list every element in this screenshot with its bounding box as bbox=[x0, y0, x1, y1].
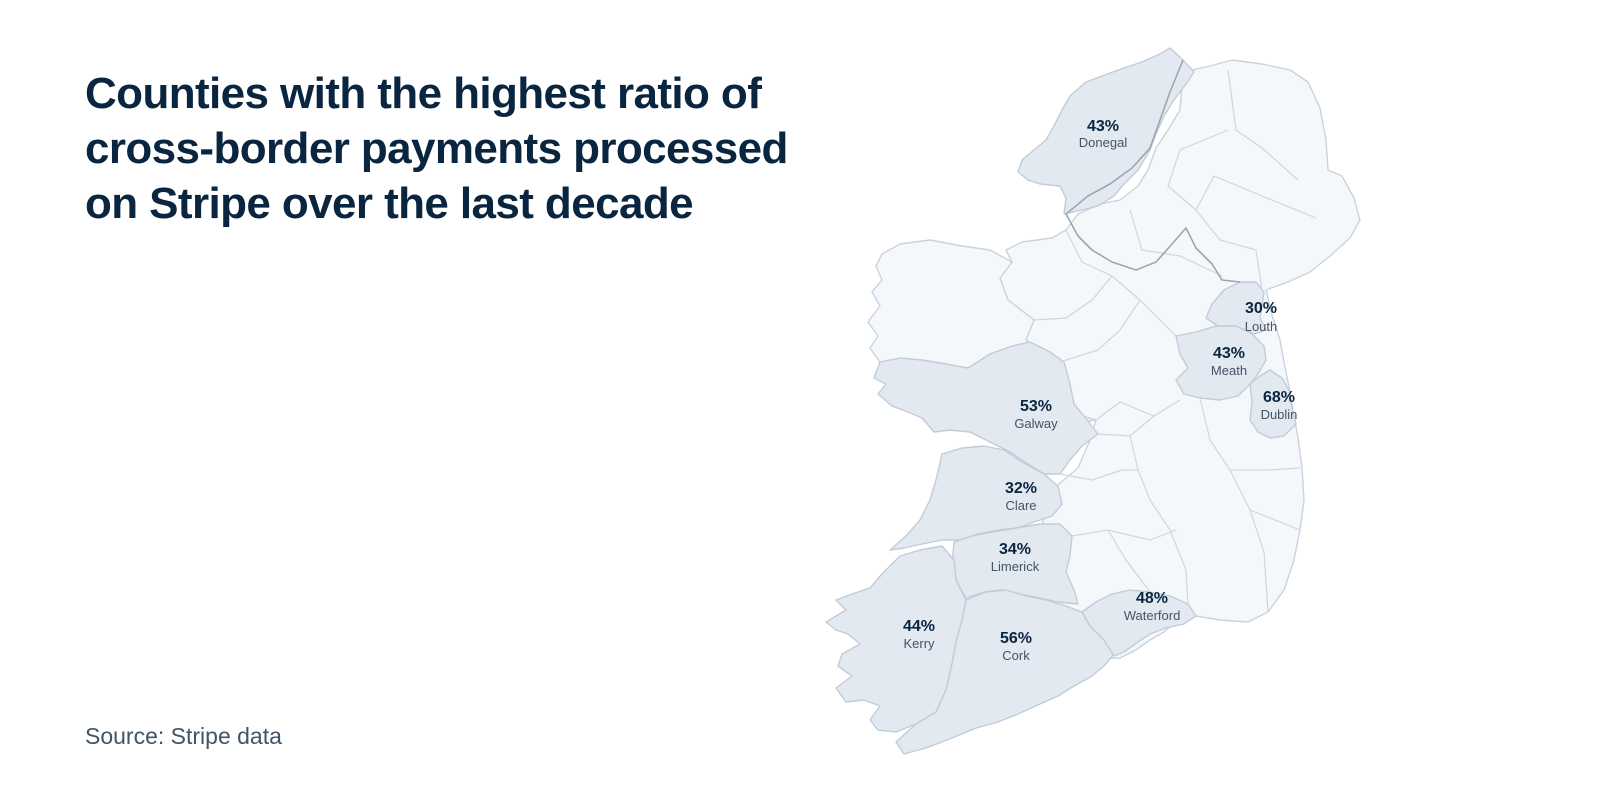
title-line-1: Counties with the highest ratio of bbox=[85, 69, 762, 118]
meath-name: Meath bbox=[1211, 363, 1247, 378]
title-line-3: on Stripe over the last decade bbox=[85, 179, 694, 228]
county-boundaries bbox=[1033, 69, 1317, 613]
county-waterford bbox=[1081, 589, 1197, 657]
ni-border bbox=[1065, 59, 1241, 283]
waterford-value: 48% bbox=[1136, 590, 1168, 607]
louth-value: 30% bbox=[1245, 300, 1277, 317]
waterford-name: Waterford bbox=[1124, 608, 1181, 623]
county-dublin bbox=[1249, 369, 1297, 439]
louth-name: Louth bbox=[1245, 319, 1278, 334]
limerick-value: 34% bbox=[999, 541, 1031, 558]
kerry-value: 44% bbox=[903, 618, 935, 635]
cork-value: 56% bbox=[1000, 630, 1032, 647]
label-meath: 43% Meath bbox=[1211, 345, 1247, 378]
label-limerick: 34% Limerick bbox=[991, 541, 1040, 574]
label-louth: 30% Louth bbox=[1245, 300, 1278, 334]
donegal-name: Donegal bbox=[1079, 135, 1128, 150]
county-galway bbox=[873, 341, 1099, 475]
galway-name: Galway bbox=[1014, 416, 1058, 431]
label-kerry: 44% Kerry bbox=[903, 618, 935, 651]
map-title: Counties with the highest ratio of cross… bbox=[85, 66, 825, 231]
county-louth bbox=[1205, 281, 1267, 335]
label-dublin: 68% Dublin bbox=[1261, 389, 1298, 422]
meath-value: 43% bbox=[1213, 345, 1245, 362]
label-waterford: 48% Waterford bbox=[1124, 590, 1181, 623]
galway-value: 53% bbox=[1020, 398, 1052, 415]
label-cork: 56% Cork bbox=[1000, 630, 1032, 663]
kerry-name: Kerry bbox=[903, 636, 935, 651]
dublin-value: 68% bbox=[1263, 389, 1295, 406]
donegal-value: 43% bbox=[1087, 118, 1119, 135]
county-cork bbox=[895, 589, 1115, 755]
limerick-name: Limerick bbox=[991, 559, 1040, 574]
label-clare: 32% Clare bbox=[1005, 480, 1037, 513]
cork-name: Cork bbox=[1002, 648, 1030, 663]
label-donegal: 43% Donegal bbox=[1079, 118, 1128, 150]
clare-value: 32% bbox=[1005, 480, 1037, 497]
county-clare bbox=[889, 445, 1063, 551]
county-limerick bbox=[951, 523, 1079, 605]
county-donegal bbox=[1017, 47, 1195, 215]
clare-name: Clare bbox=[1005, 498, 1036, 513]
label-galway: 53% Galway bbox=[1014, 398, 1058, 431]
dublin-name: Dublin bbox=[1261, 407, 1298, 422]
title-line-2: cross-border payments processed bbox=[85, 124, 788, 173]
source-note: Source: Stripe data bbox=[85, 723, 282, 749]
